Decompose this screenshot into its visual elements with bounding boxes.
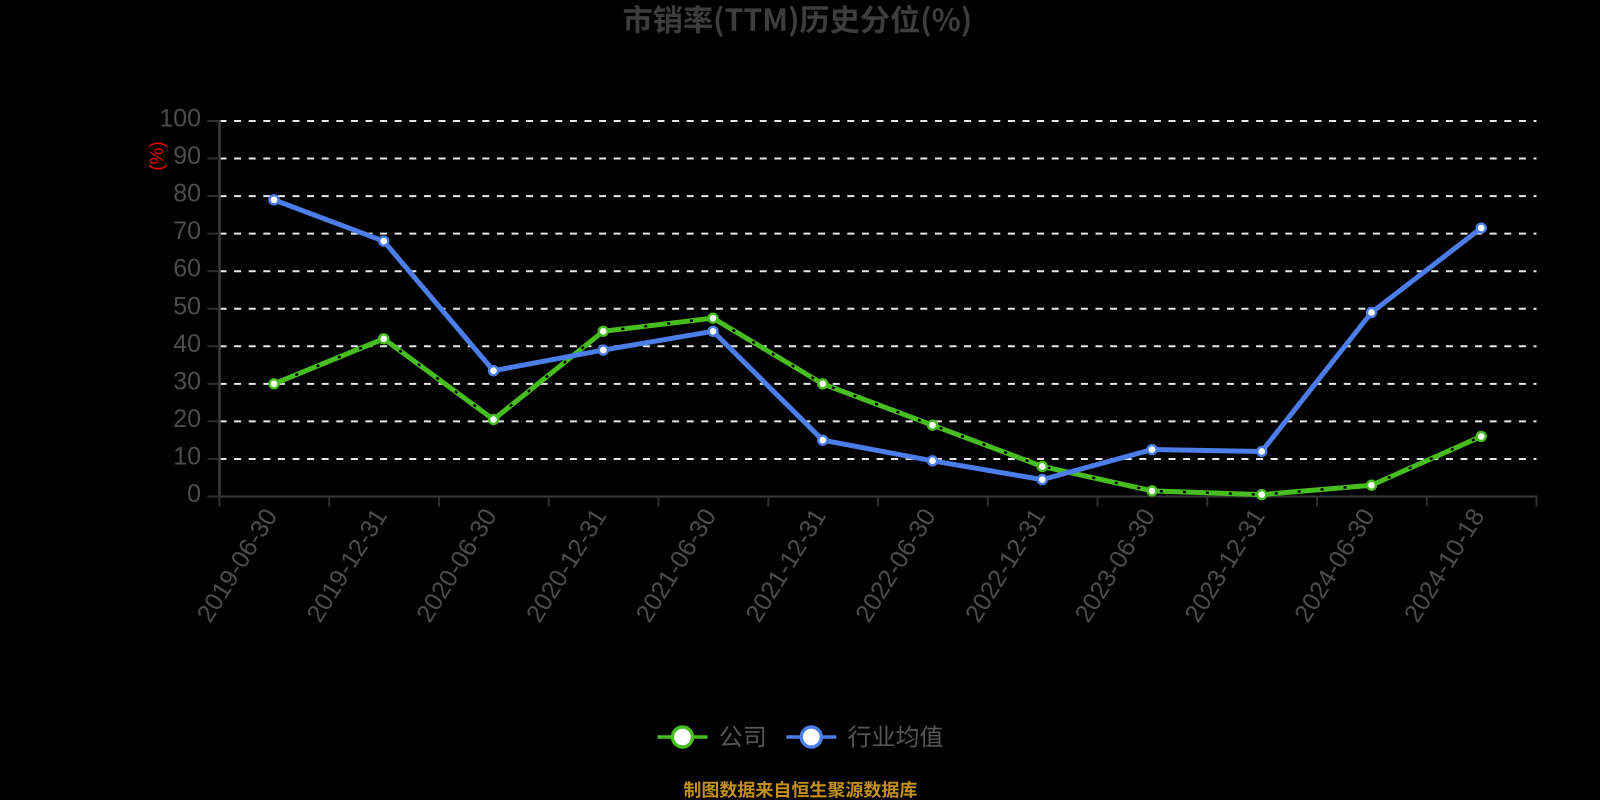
svg-text:2023-12-31: 2023-12-31 bbox=[1179, 504, 1271, 627]
svg-text:50: 50 bbox=[173, 292, 201, 320]
svg-text:90: 90 bbox=[173, 142, 201, 170]
svg-text:2022-06-30: 2022-06-30 bbox=[850, 504, 942, 627]
svg-text:70: 70 bbox=[173, 217, 201, 245]
svg-text:20: 20 bbox=[173, 405, 201, 433]
svg-text:2021-12-31: 2021-12-31 bbox=[740, 504, 832, 627]
svg-text:2021-06-30: 2021-06-30 bbox=[631, 504, 723, 627]
svg-text:2022-12-31: 2022-12-31 bbox=[960, 504, 1052, 627]
svg-text:100: 100 bbox=[159, 105, 201, 133]
svg-text:2020-06-30: 2020-06-30 bbox=[411, 504, 503, 627]
svg-text:10: 10 bbox=[173, 442, 201, 470]
svg-text:2019-12-31: 2019-12-31 bbox=[301, 504, 393, 627]
svg-text:2024-10-18: 2024-10-18 bbox=[1399, 504, 1491, 627]
svg-text:60: 60 bbox=[173, 255, 201, 283]
svg-text:2020-12-31: 2020-12-31 bbox=[521, 504, 613, 627]
svg-text:80: 80 bbox=[173, 180, 201, 208]
svg-text:40: 40 bbox=[173, 330, 201, 358]
svg-text:30: 30 bbox=[173, 367, 201, 395]
svg-text:(%): (%) bbox=[147, 141, 168, 171]
svg-text:0: 0 bbox=[187, 480, 201, 508]
svg-text:2024-06-30: 2024-06-30 bbox=[1289, 504, 1381, 627]
svg-text:2019-06-30: 2019-06-30 bbox=[192, 504, 284, 627]
svg-text:2023-06-30: 2023-06-30 bbox=[1070, 504, 1162, 627]
